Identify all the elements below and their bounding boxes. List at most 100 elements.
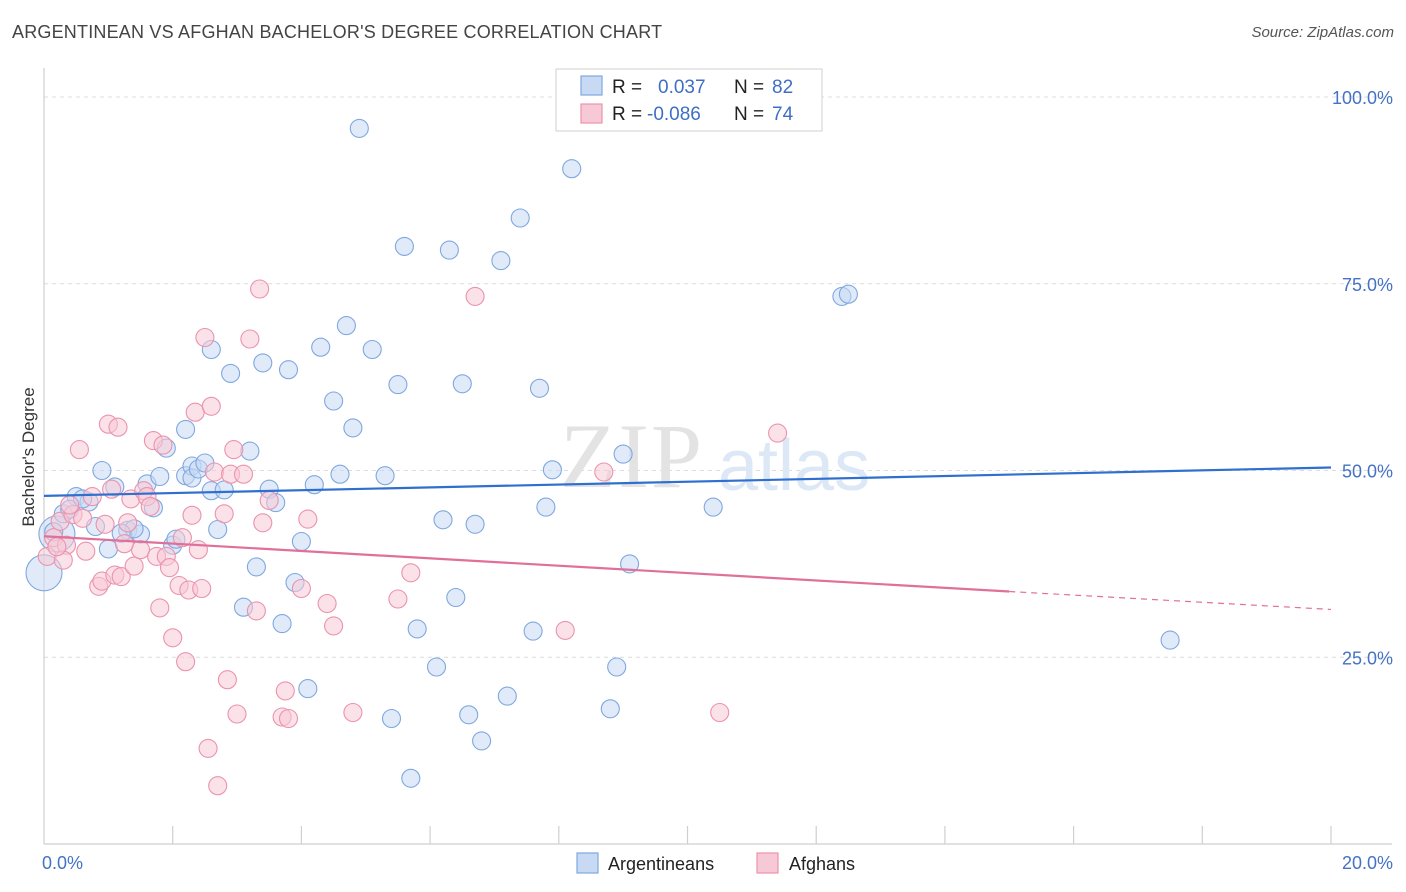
afghans-point xyxy=(401,563,421,583)
argentineans-point xyxy=(536,497,556,517)
x-tick-label-left: 0.0% xyxy=(42,853,83,873)
afghans-point xyxy=(150,598,170,618)
bottom-legend-label-afghans: Afghans xyxy=(789,854,855,874)
afghans-point xyxy=(82,487,102,507)
argentineans-point xyxy=(523,621,543,641)
argentineans-point xyxy=(620,554,640,574)
tick-labels: 25.0% 50.0% 75.0% 100.0% 0.0% 20.0% xyxy=(42,88,1393,873)
afghans-point xyxy=(343,702,363,723)
afghans-trend-line-extrapolated xyxy=(1009,590,1332,611)
afghans-point xyxy=(388,589,408,609)
axes xyxy=(43,68,1392,845)
legend-n-label-2: N = xyxy=(734,104,764,125)
afghans-point xyxy=(204,462,225,482)
afghans-point xyxy=(227,704,247,724)
afghans-point xyxy=(768,423,788,443)
afghans-point xyxy=(594,462,614,482)
afghans-point xyxy=(188,540,208,560)
legend-r-label-2: R = xyxy=(612,104,642,125)
watermark: ZIP atlas xyxy=(560,405,870,507)
afghans-point xyxy=(208,776,228,796)
legend-n-label-1: N = xyxy=(734,77,764,98)
trend-lines xyxy=(43,466,1332,611)
chart-title: ARGENTINEAN VS AFGHAN BACHELOR'S DEGREE … xyxy=(12,22,663,42)
afghans-point xyxy=(214,504,234,524)
legend-r-value-1: 0.037 xyxy=(658,77,706,98)
argentineans-point xyxy=(452,374,472,394)
argentineans-trend-line xyxy=(43,466,1332,497)
afghans-point xyxy=(130,540,151,560)
legend-r-value-2: -0.086 xyxy=(647,104,701,125)
argentineans-point xyxy=(394,236,414,256)
argentineans-point xyxy=(311,337,331,357)
afghans-point xyxy=(278,708,299,729)
argentineans-point xyxy=(221,363,241,383)
y-axis-label: Bachelor's Degree xyxy=(19,387,38,526)
legend-n-value-2: 74 xyxy=(772,104,794,125)
legend-n-value-1: 82 xyxy=(772,77,793,98)
argentineans-point xyxy=(92,460,112,481)
afghans-point xyxy=(118,513,138,533)
afghans-point xyxy=(250,279,270,299)
argentineans-point xyxy=(278,360,299,380)
bottom-legend-swatch-argentineans xyxy=(576,852,599,874)
afghans-point xyxy=(195,327,215,348)
afghans-point xyxy=(291,578,311,599)
argentineans-point xyxy=(433,510,453,530)
afghans-point xyxy=(555,620,575,640)
argentineans-point xyxy=(600,699,620,719)
afghans-point xyxy=(710,702,730,723)
argentineans-point xyxy=(375,466,395,486)
argentineans-point xyxy=(465,514,485,534)
afghans-point xyxy=(172,528,192,548)
bottom-legend-swatch-afghans xyxy=(756,852,779,874)
argentineans-point xyxy=(838,284,858,304)
afghans-point xyxy=(108,417,128,437)
legend-r-label-1: R = xyxy=(612,77,642,98)
argentineans-point xyxy=(298,679,318,699)
argentineans-point xyxy=(246,557,266,577)
afghans-point xyxy=(182,505,202,525)
afghans-point xyxy=(324,616,344,636)
argentineans-point xyxy=(497,686,517,706)
afghans-point xyxy=(201,396,221,416)
argentineans-point xyxy=(529,378,550,398)
argentineans-point xyxy=(150,466,170,487)
argentineans-point xyxy=(542,460,562,480)
afghans-point xyxy=(233,464,254,484)
argentineans-point xyxy=(330,464,350,484)
afghans-point xyxy=(298,509,318,529)
afghans-point xyxy=(240,329,260,349)
x-tick-label-right: 20.0% xyxy=(1342,853,1393,873)
argentineans-point xyxy=(613,444,633,464)
afghans-point xyxy=(153,435,173,455)
argentineans-point xyxy=(381,708,402,729)
argentineans-point xyxy=(562,159,582,179)
argentineans-point xyxy=(459,705,479,725)
argentineans-point xyxy=(426,657,447,677)
argentineans-point xyxy=(253,353,273,373)
afghans-point xyxy=(465,286,485,306)
legend-swatch-argentineans xyxy=(580,75,603,96)
afghans-point xyxy=(246,601,266,621)
bottom-legend-label-argentineans: Argentineans xyxy=(608,854,714,874)
afghans-point xyxy=(69,440,89,460)
argentineans-point xyxy=(439,240,459,260)
argentineans-point xyxy=(401,768,421,788)
argentineans-point xyxy=(703,497,723,517)
afghans-point xyxy=(114,534,134,554)
afghans-point xyxy=(163,628,183,648)
afghans-point xyxy=(95,514,115,534)
afghans-point xyxy=(76,541,96,561)
afghans-point xyxy=(259,490,279,510)
argentineans-point xyxy=(362,339,382,360)
afghans-point xyxy=(47,537,67,557)
afghans-point xyxy=(73,508,93,528)
afghans-point xyxy=(185,402,205,422)
y-tick-label-100: 100.0% xyxy=(1332,88,1393,108)
argentineans-point xyxy=(407,619,427,639)
afghans-point xyxy=(159,558,180,578)
argentineans-point xyxy=(349,118,369,138)
legend-swatch-afghans xyxy=(580,103,603,124)
